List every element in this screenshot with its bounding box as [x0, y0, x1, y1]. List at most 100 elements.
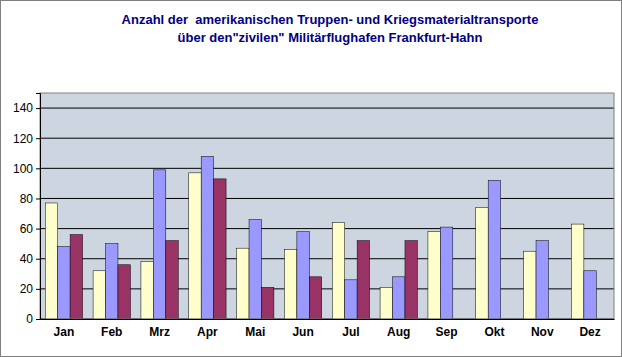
- tick-label: 120: [13, 132, 33, 146]
- tick-label: 140: [13, 101, 33, 115]
- bar: [488, 180, 500, 319]
- bar: [166, 241, 178, 319]
- bar: [45, 203, 57, 319]
- tick: Dez: [579, 319, 600, 339]
- tick-mark: [36, 108, 40, 109]
- grid-line: [40, 108, 614, 109]
- tick-label: 60: [20, 222, 34, 236]
- tick: 140: [13, 101, 40, 115]
- tick: Mai: [245, 319, 265, 339]
- bar: [237, 248, 249, 319]
- tick-label: Aug: [387, 325, 410, 339]
- bar: [345, 280, 357, 319]
- tick: Apr: [197, 319, 218, 339]
- grid-line: [40, 138, 614, 139]
- bar: [214, 179, 226, 319]
- bar: [118, 265, 130, 319]
- tick-label: Jul: [342, 325, 359, 339]
- tick-label: Okt: [484, 325, 504, 339]
- tick: Okt: [484, 319, 504, 339]
- title: Anzahl der amerikanischen Truppen- und K…: [122, 12, 539, 27]
- tick: Jun: [292, 319, 313, 339]
- y-axis: 0 20 40 60 80 100 120 140: [13, 94, 41, 327]
- tick: 60: [20, 222, 40, 236]
- bar: [189, 173, 201, 319]
- plot-frame: [40, 93, 614, 319]
- plot-background: [40, 93, 614, 319]
- tick-label: Dez: [579, 325, 600, 339]
- bar: [584, 271, 596, 319]
- tick: 20: [20, 282, 40, 296]
- tick-mark: [36, 198, 40, 199]
- bar: [357, 241, 369, 319]
- tick-label: Apr: [197, 325, 218, 339]
- bar: [284, 250, 296, 319]
- tick-label: Sep: [436, 325, 458, 339]
- tick-mark: [36, 229, 40, 230]
- tick-label: Mrz: [149, 325, 170, 339]
- tick-label: Nov: [531, 325, 554, 339]
- tick: 120: [13, 132, 40, 146]
- tick-mark: [36, 259, 40, 260]
- tick: Aug: [387, 319, 410, 339]
- bar: [332, 223, 344, 319]
- grid-line: [40, 168, 614, 169]
- bar: [380, 287, 392, 319]
- bar: [141, 262, 153, 319]
- bar: [405, 241, 417, 319]
- bar: [261, 287, 273, 319]
- tick: Jul: [342, 319, 359, 339]
- tick-label: Mai: [245, 325, 265, 339]
- tick-label: Jun: [292, 325, 313, 339]
- bar: [571, 224, 583, 319]
- tick: 100: [13, 162, 40, 176]
- grid: [40, 108, 614, 319]
- series: [58, 156, 597, 319]
- tick-label: 0: [26, 312, 33, 326]
- tick-label: Feb: [101, 325, 122, 339]
- bar: [106, 244, 118, 319]
- bar: [524, 251, 536, 319]
- series: [70, 179, 417, 319]
- tick: Sep: [436, 319, 458, 339]
- bar: [297, 232, 309, 319]
- tick-mark: [36, 319, 40, 320]
- tick: 80: [20, 192, 40, 206]
- bar: [153, 170, 165, 319]
- bar: [309, 277, 321, 319]
- grid-line: [40, 198, 614, 199]
- tick: 0: [26, 312, 40, 326]
- bar: [476, 208, 488, 319]
- tick: Feb: [101, 319, 122, 339]
- tick: Mrz: [149, 319, 170, 339]
- bar: [93, 271, 105, 319]
- series: [45, 173, 584, 319]
- tick-mark: [36, 289, 40, 290]
- bar: [440, 227, 452, 319]
- tick: Jan: [54, 319, 75, 339]
- chart: Anzahl der amerikanischen Truppen- und K…: [0, 0, 622, 357]
- chart-background: [1, 1, 622, 357]
- tick: Nov: [531, 319, 554, 339]
- bar: [536, 241, 548, 319]
- bar: [58, 247, 70, 319]
- x-axis: Jan Feb Mrz Apr Mai Jun Jul Aug Sep Okt Nov Dez: [41, 319, 615, 339]
- tick: 40: [20, 252, 40, 266]
- axis-line: [36, 94, 41, 320]
- tick-mark: [36, 138, 40, 139]
- tick-mark: [36, 168, 40, 169]
- grid-line: [40, 228, 614, 229]
- plot: 0 20 40 60 80 100 120 140 Jan Feb Mrz Apr Mai Jun Jul A…: [13, 93, 615, 339]
- bar: [70, 235, 82, 319]
- tick-label: 80: [20, 192, 34, 206]
- title: über den"zivilen" Militärflughafen Frank…: [178, 30, 483, 45]
- bars: [45, 156, 596, 319]
- axis-line: [41, 319, 615, 320]
- tick-label: 40: [20, 252, 34, 266]
- bar: [249, 220, 261, 319]
- bar: [201, 156, 213, 319]
- bar: [428, 232, 440, 319]
- bar: [393, 277, 405, 319]
- tick-label: Jan: [54, 325, 75, 339]
- tick-label: 20: [20, 282, 34, 296]
